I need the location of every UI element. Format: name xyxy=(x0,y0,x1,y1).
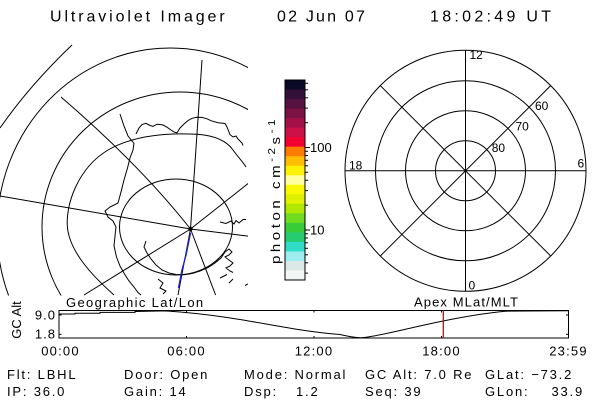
svg-text:80: 80 xyxy=(492,141,506,155)
svg-text:60: 60 xyxy=(535,99,549,113)
svg-text:02 Jun 07: 02 Jun 07 xyxy=(277,9,367,26)
svg-text:70: 70 xyxy=(516,120,530,134)
svg-text:33.9: 33.9 xyxy=(551,384,584,399)
svg-text:18:02:49 UT: 18:02:49 UT xyxy=(430,9,554,26)
svg-text:IP: 36.0: IP: 36.0 xyxy=(7,384,66,399)
svg-text:18: 18 xyxy=(349,159,363,173)
svg-text:Door: Open: Door: Open xyxy=(124,367,209,382)
svg-text:Apex MLat/MLT: Apex MLat/MLT xyxy=(414,295,519,310)
svg-text:9.0: 9.0 xyxy=(35,308,56,323)
svg-text:GLat: −73.2: GLat: −73.2 xyxy=(485,367,573,382)
svg-text:Dsp:: Dsp: xyxy=(244,384,278,399)
svg-text:12: 12 xyxy=(470,48,484,62)
svg-text:0: 0 xyxy=(469,279,476,293)
svg-text:1.2: 1.2 xyxy=(296,384,319,399)
svg-text:100: 100 xyxy=(310,140,332,155)
svg-text:Seq: 39: Seq: 39 xyxy=(365,384,422,399)
svg-text:GC Alt: 7.0 Re: GC Alt: 7.0 Re xyxy=(365,367,473,382)
svg-text:Gain: 14: Gain: 14 xyxy=(124,384,188,399)
svg-text:Mode: Normal: Mode: Normal xyxy=(244,367,347,382)
svg-text:00:00: 00:00 xyxy=(41,344,80,359)
svg-text:10: 10 xyxy=(310,223,324,238)
svg-text:Ultraviolet Imager: Ultraviolet Imager xyxy=(50,9,228,26)
svg-text:GLon:: GLon: xyxy=(485,384,529,399)
svg-text:23:59: 23:59 xyxy=(549,344,588,359)
svg-text:1.8: 1.8 xyxy=(35,327,56,342)
svg-text:Geographic Lat/Lon: Geographic Lat/Lon xyxy=(66,295,205,310)
svg-text:GC Alt: GC Alt xyxy=(9,301,24,339)
svg-text:photon cm-2s-1: photon cm-2s-1 xyxy=(267,116,283,264)
svg-text:12:00: 12:00 xyxy=(295,344,334,359)
svg-text:18:00: 18:00 xyxy=(422,344,461,359)
svg-text:06:00: 06:00 xyxy=(167,344,206,359)
svg-text:6: 6 xyxy=(578,157,585,171)
svg-text:Flt: LBHL: Flt: LBHL xyxy=(7,367,77,382)
